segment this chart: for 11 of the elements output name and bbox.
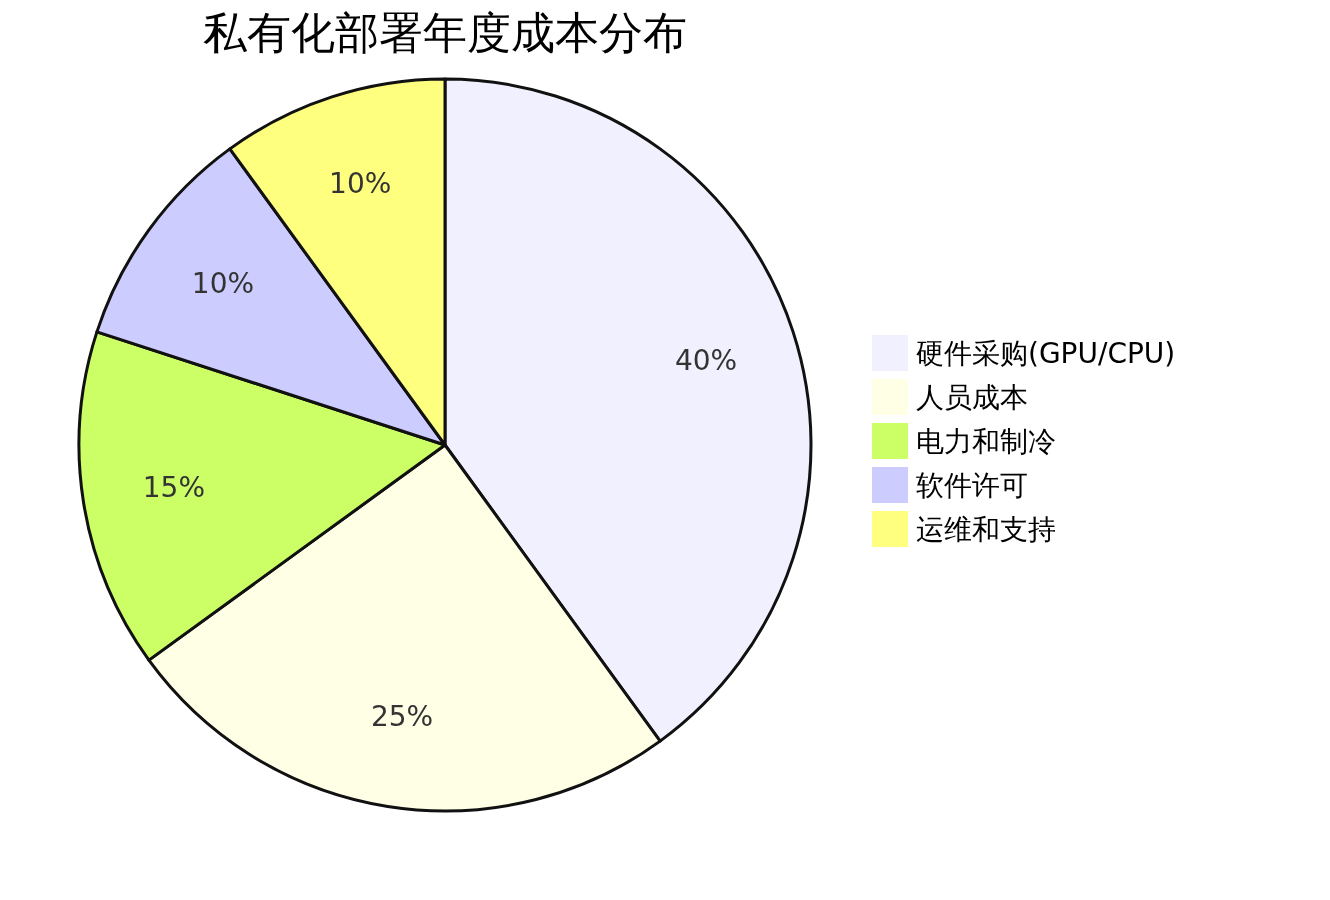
slice-label: 硬件采购(GPU/CPU): [916, 336, 1176, 370]
data-label: 10%: [329, 167, 392, 201]
data-label: 15%: [142, 471, 205, 505]
chart-title: 私有化部署年度成本分布: [203, 7, 687, 58]
data-label: 40%: [674, 343, 738, 377]
legend-label: 运维和支持: [916, 512, 1056, 546]
legend-label: 电力和制冷: [916, 424, 1056, 458]
legend-label: 软件许可: [916, 468, 1028, 502]
data-label: 25%: [370, 699, 434, 733]
legend-label: 人员成本: [916, 380, 1028, 414]
data-label: 10%: [191, 267, 255, 301]
